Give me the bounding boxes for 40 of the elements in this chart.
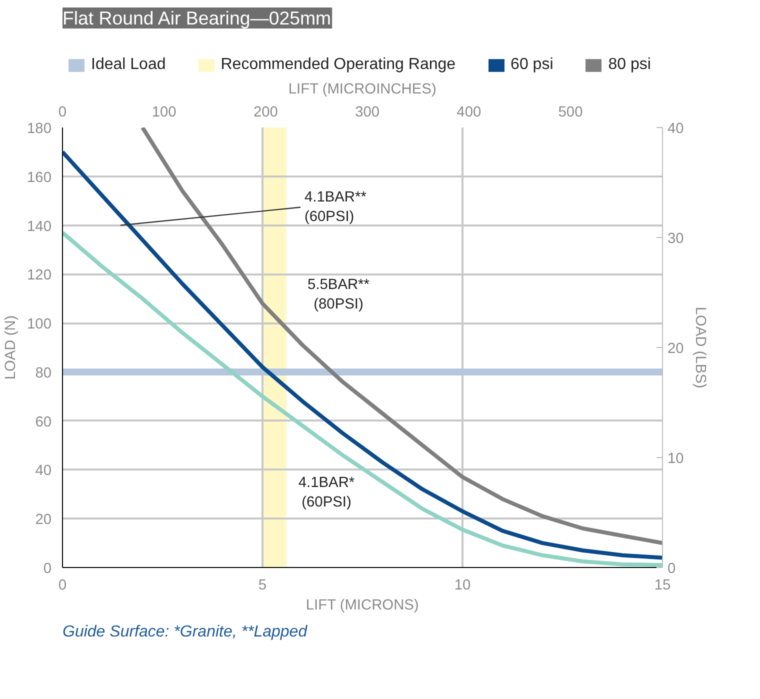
legend-label: 80 psi <box>608 56 651 74</box>
y-tick-label: 80 <box>35 365 52 382</box>
x2-tick-label: 0 <box>58 104 67 120</box>
y-tick-label: 40 <box>35 463 52 480</box>
legend-label: Recommended Operating Range <box>220 56 456 74</box>
annotation: 4.1BAR** (60PSI) <box>304 190 367 225</box>
y-tick-label: 0 <box>43 561 52 577</box>
x-tick-label: 10 <box>454 578 471 594</box>
x-tick-label: 15 <box>654 578 671 594</box>
line-series <box>140 128 662 546</box>
y2-axis-title: LOAD (LBS) <box>692 306 708 388</box>
x-axis-title: LIFT (MICRONS) <box>306 598 419 614</box>
text: Guide Surface: *Granite, **Lapped <box>62 624 308 640</box>
line-series <box>62 150 662 560</box>
y-tick-label: 100 <box>27 316 52 333</box>
y2-tick-label: 20 <box>668 341 684 357</box>
chart-title: Flat Round Air Bearing—025mm <box>62 8 332 28</box>
x2-tick-label: 400 <box>456 104 482 120</box>
x-tick-label: 0 <box>58 578 67 594</box>
y-tick-label: 120 <box>27 268 52 284</box>
legend-label: 60 psi <box>510 56 554 74</box>
y2-tick-label: 40 <box>668 121 684 137</box>
legend-label: Ideal Load <box>91 56 166 74</box>
y-tick-label: 180 <box>27 121 52 137</box>
x-tick-label: 5 <box>258 578 267 594</box>
y2-tick-label: 10 <box>668 451 684 467</box>
x2-tick-label: 200 <box>253 104 278 120</box>
y2-tick-label: 30 <box>668 231 684 247</box>
x2-tick-label: 300 <box>355 104 380 120</box>
x2-tick-label: 500 <box>558 104 583 120</box>
y-tick-label: 20 <box>35 512 52 528</box>
annotation: 5.5BAR** (80PSI) <box>308 277 370 312</box>
x2-axis-title: LIFT (MICROINCHES) <box>288 82 436 98</box>
y-tick-label: 60 <box>35 414 52 430</box>
y2-tick-label: 0 <box>668 561 676 577</box>
x2-tick-label: 100 <box>152 104 176 120</box>
annotation: 4.1BAR* (60PSI) <box>298 475 355 510</box>
y-tick-label: 140 <box>27 218 52 235</box>
y-tick-label: 160 <box>27 170 52 186</box>
y-axis-title: LOAD (N) <box>3 315 20 380</box>
